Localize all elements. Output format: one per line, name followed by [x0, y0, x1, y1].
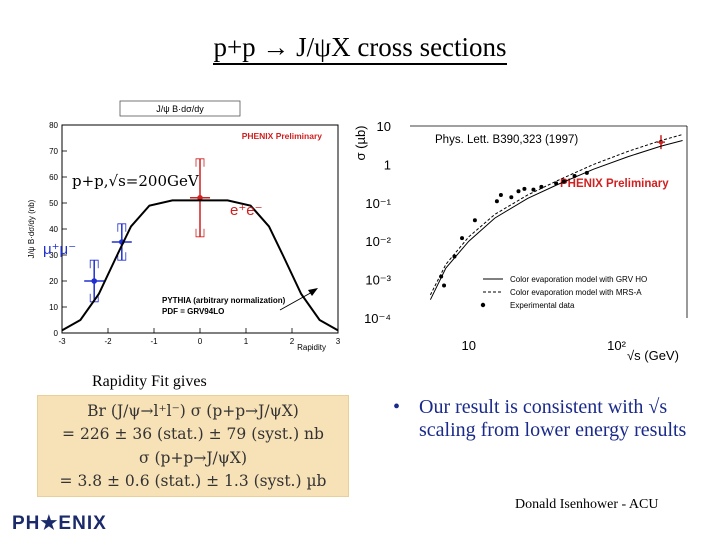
syst-bracket-top [117, 223, 127, 232]
legend-mrs: Color evaporation model with MRS-A [510, 288, 642, 297]
sqrt-s-plot: σ (µb) Phys. Lett. B390,323 (1997) PHENI… [353, 118, 695, 372]
y-tick-label: 1 [384, 157, 391, 172]
y-tick-label: 50 [49, 199, 58, 208]
sqrt-s-plot-xlabel: √s (GeV) [627, 348, 679, 363]
y-tick-label: 10 [49, 303, 58, 312]
experimental-point [522, 186, 527, 191]
y-tick-label: 10⁻⁴ [364, 311, 391, 326]
data-point [91, 278, 97, 284]
y-tick-label: 40 [49, 225, 58, 234]
rapidity-plot-xlabel: Rapidity [297, 343, 326, 352]
x-tick-label: 3 [336, 337, 341, 346]
y-tick-label: 10⁻³ [365, 273, 391, 288]
syst-bracket-bottom [117, 252, 127, 261]
pythia-label-2: PDF = GRV94LO [162, 307, 224, 316]
experimental-point [460, 236, 465, 241]
experimental-point [472, 218, 477, 223]
x-tick-label: 1 [244, 337, 249, 346]
rapidity-plot-ylabel: J/ψ B·dσ/dy (nb) [27, 199, 36, 258]
rapidity-plot-svg: J/ψ B·dσ/dy J/ψ B·dσ/dy (nb) Rapidity PH… [22, 97, 352, 362]
rapidity-plot-preliminary: PHENIX Preliminary [242, 131, 323, 141]
rapidity-plot-header: J/ψ B·dσ/dy [156, 104, 204, 114]
y-tick-label: 0 [54, 329, 59, 338]
x-tick-label: -3 [58, 337, 66, 346]
fit-label: Rapidity Fit gives [92, 373, 207, 390]
x-tick-label: 10 [462, 338, 476, 353]
legend-grv: Color evaporation model with GRV HO [510, 275, 647, 284]
model-curve-grv [429, 140, 683, 300]
pythia-arrow [279, 290, 315, 311]
phenix-logo: PH★ENIX [12, 513, 107, 534]
experimental-point [494, 199, 499, 204]
pythia-label-1: PYTHIA (arbitrary normalization) [162, 296, 286, 305]
sqrt-s-plot-ylabel: σ (µb) [355, 125, 368, 160]
y-tick-label: 70 [49, 147, 58, 156]
author-credit: Donald Isenhower - ACU [515, 497, 659, 512]
x-tick-label: 10² [607, 338, 626, 353]
syst-bracket-bottom [195, 228, 205, 238]
x-tick-label: 0 [198, 337, 203, 346]
citation-text: Phys. Lett. B390,323 (1997) [435, 134, 578, 146]
syst-bracket-top [195, 158, 205, 167]
y-tick-label: 60 [49, 173, 58, 182]
bullet-list: • Our result is consistent with √s scali… [393, 396, 709, 442]
pythia-curve [61, 199, 339, 332]
sqrt-s-plot-preliminary: PHENIX Preliminary [560, 178, 669, 190]
rapidity-plot-header-box [119, 100, 241, 117]
bullet-text: Our result is consistent with √s scaling… [419, 396, 687, 441]
data-point [197, 195, 203, 201]
sqrt-s-plot-svg: σ (µb) Phys. Lett. B390,323 (1997) PHENI… [353, 118, 695, 368]
experimental-point [531, 187, 536, 192]
energy-label: p+p,√s=200GeV [72, 172, 199, 190]
ee-label: e⁺e⁻ [230, 202, 263, 219]
bullet-dot: • [393, 396, 401, 418]
legend-data: Experimental data [510, 301, 575, 310]
y-tick-label: 20 [49, 277, 58, 286]
result-line-2: = 226 ± 36 (stat.) ± 79 (syst.) nb [62, 425, 324, 443]
syst-bracket-top [89, 259, 99, 269]
mumu-label: μ⁺μ⁻ [43, 241, 77, 258]
experimental-point [516, 189, 521, 194]
model-curve-mrs [429, 134, 683, 296]
y-tick-label: 10⁻² [365, 234, 391, 249]
legend-marker-data [480, 302, 486, 308]
x-tick-label: -2 [104, 337, 112, 346]
slide-title-text: p+p → J/ψX cross sections [213, 32, 507, 65]
experimental-point [509, 195, 514, 200]
y-tick-label: 10 [377, 119, 391, 134]
rapidity-plot: J/ψ B·dσ/dy J/ψ B·dσ/dy (nb) Rapidity PH… [22, 97, 352, 366]
result-line-1: Br (J/ψ→l⁺l⁻) σ (p+p→J/ψX) [87, 402, 299, 420]
experimental-point [442, 283, 447, 288]
result-line-3: σ (p+p→J/ψX) [138, 449, 248, 467]
pythia-arrowhead [308, 288, 318, 296]
result-line-4: = 3.8 ± 0.6 (stat.) ± 1.3 (syst.) µb [59, 472, 327, 490]
x-tick-label: 2 [290, 337, 295, 346]
slide-title: p+p → J/ψX cross sections [0, 32, 720, 65]
experimental-point [498, 192, 503, 197]
x-tick-label: -1 [150, 337, 158, 346]
result-box: Br (J/ψ→l⁺l⁻) σ (p+p→J/ψX) = 226 ± 36 (s… [37, 395, 349, 497]
experimental-point [539, 184, 544, 189]
y-tick-label: 30 [49, 251, 58, 260]
y-tick-label: 80 [49, 121, 58, 130]
bullet-item: • Our result is consistent with √s scali… [393, 396, 709, 442]
y-tick-label: 10⁻¹ [365, 196, 391, 211]
